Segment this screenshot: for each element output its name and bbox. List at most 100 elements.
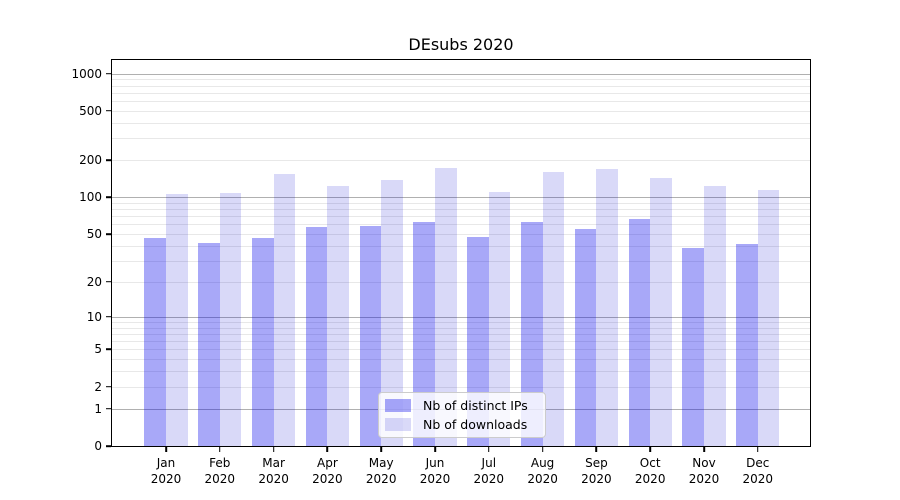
gridline-minor xyxy=(112,224,810,226)
y-tick-1000 xyxy=(106,72,111,75)
gridline-minor xyxy=(112,327,810,329)
y-tick-200 xyxy=(106,159,111,161)
gridline-minor xyxy=(112,386,810,388)
y-tick-50 xyxy=(106,233,111,235)
x-tick-label-apr: Apr 2020 xyxy=(312,456,343,486)
x-tick-label-jan: Jan 2020 xyxy=(150,456,182,486)
bar-distinct-ips-jan xyxy=(144,238,166,446)
x-tick-mar xyxy=(272,447,275,452)
y-tick-20 xyxy=(106,281,111,283)
y-tick-label-1000: 1000 xyxy=(71,66,102,81)
bar-distinct-ips-nov xyxy=(682,248,704,446)
bar-downloads-nov xyxy=(704,185,726,446)
gridline-minor xyxy=(112,321,810,323)
bar-distinct-ips-dec xyxy=(736,244,758,446)
plot-area: Nb of distinct IPs Nb of downloads Jan 20… xyxy=(71,59,811,486)
gridline-minor xyxy=(112,92,810,94)
bar-downloads-feb xyxy=(219,193,242,446)
y-tick-10 xyxy=(106,315,111,318)
x-tick-label-sep: Sep 2020 xyxy=(581,456,612,486)
gridline-minor xyxy=(112,216,810,218)
bar-downloads-apr xyxy=(327,185,349,446)
bar-distinct-ips-mar xyxy=(252,238,274,446)
y-tick-label-2: 2 xyxy=(94,379,102,394)
gridline-major xyxy=(112,197,810,199)
gridline-minor xyxy=(112,110,810,112)
gridline-minor xyxy=(112,160,810,162)
x-tick-label-jun: Jun 2020 xyxy=(419,456,451,486)
bar-downloads-jan xyxy=(166,193,188,446)
y-tick-2 xyxy=(106,385,111,388)
y-tick-label-1: 1 xyxy=(94,401,102,416)
gridline-major xyxy=(112,316,810,318)
bar-downloads-may xyxy=(381,179,403,446)
gridline-minor xyxy=(112,333,810,335)
gridline-minor xyxy=(112,349,810,351)
y-tick-100 xyxy=(106,196,111,198)
y-tick-5 xyxy=(106,348,111,351)
legend-item-distinct-ips: Nb of distinct IPs xyxy=(385,398,537,413)
gridline-minor xyxy=(112,85,810,87)
y-tick-label-5: 5 xyxy=(94,342,102,357)
bar-distinct-ips-apr xyxy=(305,227,328,446)
y-tick-label-200: 200 xyxy=(79,153,102,168)
x-tick-jul xyxy=(488,447,490,452)
x-tick-label-nov: Nov 2020 xyxy=(688,456,720,486)
x-tick-apr xyxy=(326,447,329,452)
y-tick-label-20: 20 xyxy=(86,274,102,289)
x-tick-label-jul: Jul 2020 xyxy=(473,456,505,486)
y-tick-1 xyxy=(106,407,111,410)
bar-distinct-ips-may xyxy=(359,226,382,446)
bar-distinct-ips-feb xyxy=(198,243,220,446)
gridline-minor xyxy=(112,202,810,204)
y-tick-0 xyxy=(106,445,111,447)
x-tick-feb xyxy=(219,447,221,452)
gridline-minor xyxy=(112,281,810,283)
x-tick-label-aug: Aug 2020 xyxy=(527,456,558,486)
gridline-minor xyxy=(112,260,810,262)
y-tick-label-50: 50 xyxy=(86,227,102,241)
bar-downloads-jul xyxy=(488,191,511,446)
gridline-minor xyxy=(112,122,810,124)
legend: Nb of distinct IPs Nb of downloads xyxy=(378,392,546,438)
bar-downloads-aug xyxy=(542,172,565,446)
legend-swatch-distinct-ips xyxy=(385,399,411,412)
x-tick-label-feb: Feb 2020 xyxy=(204,456,236,486)
y-tick-label-10: 10 xyxy=(86,309,102,324)
x-tick-label-dec: Dec 2020 xyxy=(742,456,774,486)
x-tick-nov xyxy=(703,447,705,452)
bar-distinct-ips-jun xyxy=(413,221,435,446)
x-tick-jan xyxy=(165,447,167,452)
x-tick-label-oct: Oct 2020 xyxy=(634,456,666,486)
x-tick-aug xyxy=(541,447,544,452)
legend-label-downloads: Nb of downloads xyxy=(423,417,528,432)
gridline-minor xyxy=(112,101,810,102)
bar-downloads-jun xyxy=(435,168,457,446)
y-tick-label-500: 500 xyxy=(79,103,102,118)
gridline-minor xyxy=(112,359,810,361)
bar-distinct-ips-sep xyxy=(574,228,597,446)
bar-downloads-dec xyxy=(757,190,780,446)
x-tick-dec xyxy=(757,447,759,452)
bar-downloads-sep xyxy=(596,169,618,446)
y-tick-label-0: 0 xyxy=(94,439,102,453)
gridline-minor xyxy=(112,245,810,247)
legend-swatch-downloads xyxy=(385,418,411,431)
gridline-minor xyxy=(112,79,810,81)
gridline-minor xyxy=(112,371,810,373)
gridline-minor xyxy=(112,341,810,343)
x-tick-sep xyxy=(595,447,598,452)
legend-label-distinct-ips: Nb of distinct IPs xyxy=(423,398,528,413)
x-tick-label-may: May 2020 xyxy=(365,456,397,486)
bar-distinct-ips-oct xyxy=(628,218,651,446)
gridline-minor xyxy=(112,234,810,235)
x-tick-oct xyxy=(649,447,651,452)
x-tick-jun xyxy=(434,447,436,452)
legend-item-downloads: Nb of downloads xyxy=(385,417,537,432)
gridline-minor xyxy=(112,209,810,211)
chart-title: DEsubs 2020 xyxy=(408,35,514,54)
bar-distinct-ips-aug xyxy=(521,221,543,446)
x-tick-label-mar: Mar 2020 xyxy=(258,456,289,486)
gridline-minor xyxy=(112,138,810,140)
